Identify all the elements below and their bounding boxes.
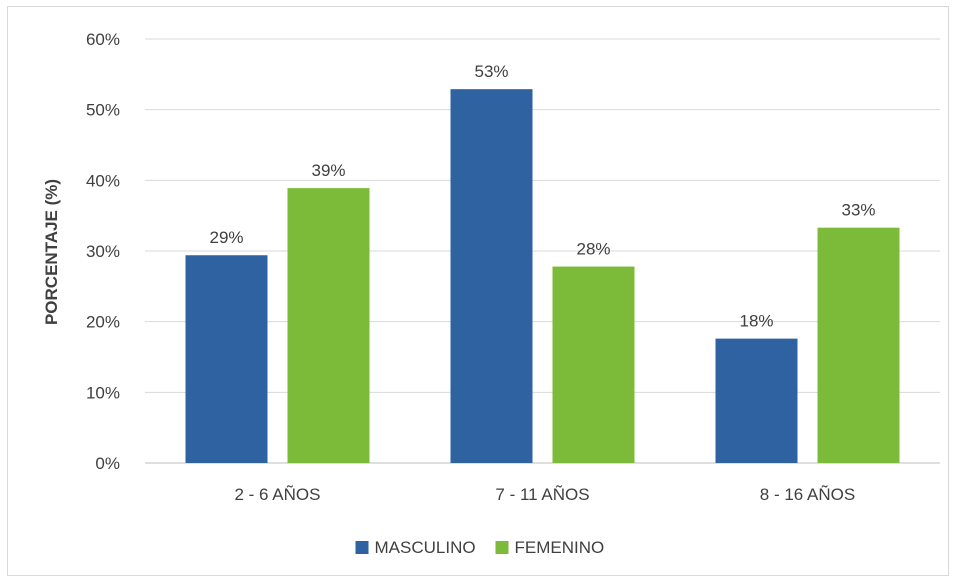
chart-frame: 0% 10% 20% 30% 40% 50% 60% 29% 39% 53% 28% 18% 33% … — [7, 6, 949, 576]
legend-label: MASCULINO — [375, 538, 476, 557]
gridlines — [145, 38, 940, 464]
bar-masculino — [450, 89, 533, 463]
data-label: 18% — [739, 312, 773, 331]
x-tick-label: 8 - 16 AÑOS — [760, 485, 855, 504]
y-tick-label: 50% — [86, 101, 120, 120]
data-label: 33% — [841, 201, 875, 220]
x-axis-ticks: 2 - 6 AÑOS 7 - 11 AÑOS 8 - 16 AÑOS — [235, 485, 856, 504]
data-label: 29% — [209, 228, 243, 247]
legend-swatch-masculino — [355, 541, 369, 554]
data-label: 28% — [576, 240, 610, 259]
y-axis-ticks: 0% 10% 20% 30% 40% 50% 60% — [86, 30, 120, 473]
y-tick-label: 10% — [86, 383, 120, 402]
y-tick-label: 30% — [86, 242, 120, 261]
bar-chart: 0%10%20%30%40%50%60% 29%39%53%28%18%33% … — [42, 30, 940, 557]
bar-femenino — [817, 227, 900, 463]
data-labels: 29% 39% 53% 28% 18% 33% — [209, 62, 875, 330]
y-axis-label: PORCENTAJE (%) — [42, 179, 61, 325]
y-tick-label: 40% — [86, 171, 120, 190]
bar-femenino — [287, 188, 370, 463]
legend: MASCULINO FEMENINO — [355, 538, 605, 557]
bar-femenino — [552, 266, 635, 463]
y-tick-label: 60% — [86, 30, 120, 49]
bar-masculino — [715, 338, 798, 463]
bar-masculino — [185, 255, 268, 463]
legend-swatch-femenino — [495, 541, 509, 554]
data-label: 53% — [474, 62, 508, 81]
bars — [185, 89, 900, 463]
y-tick-label: 20% — [86, 313, 120, 332]
legend-label: FEMENINO — [515, 538, 605, 557]
data-label: 39% — [311, 161, 345, 180]
y-tick-label: 0% — [95, 454, 120, 473]
x-tick-label: 2 - 6 AÑOS — [235, 485, 321, 504]
x-tick-label: 7 - 11 AÑOS — [495, 485, 589, 504]
